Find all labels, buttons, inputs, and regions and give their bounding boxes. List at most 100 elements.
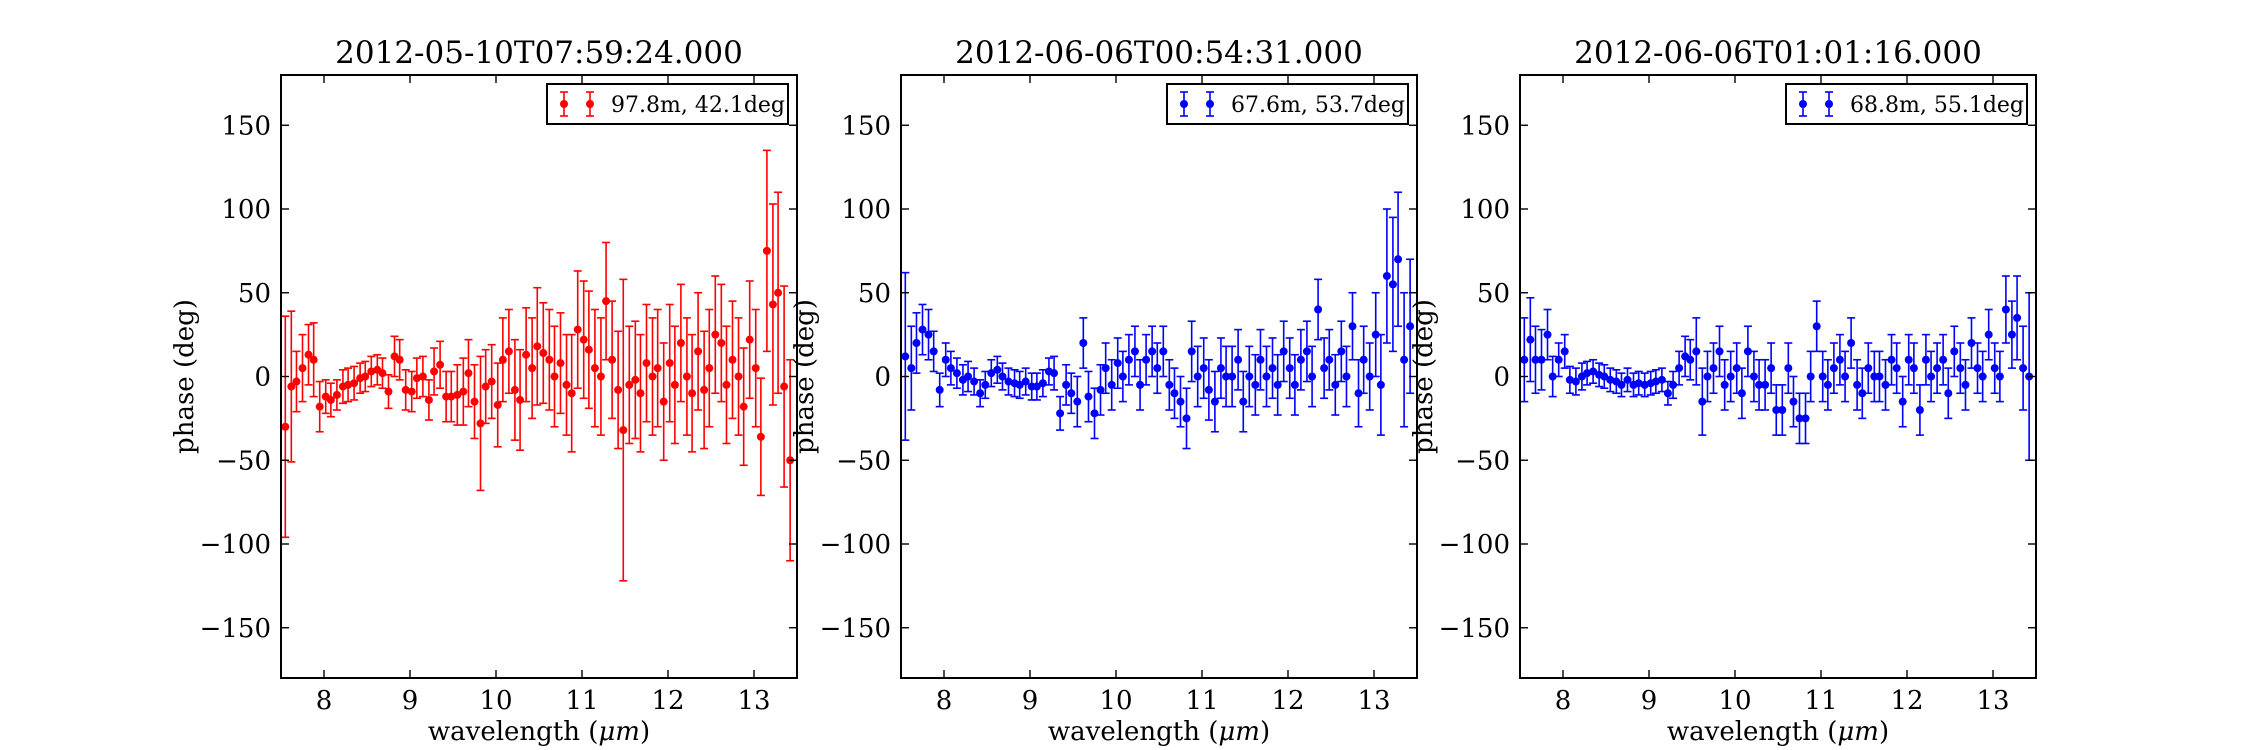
data-point xyxy=(567,389,576,398)
x-axis-label: wavelength (μm) xyxy=(1667,717,1889,747)
data-point xyxy=(688,389,697,398)
data-point xyxy=(424,395,433,404)
data-point xyxy=(447,392,456,401)
data-point xyxy=(287,382,296,391)
data-point xyxy=(1548,372,1557,381)
data-point xyxy=(1537,355,1546,364)
y-tick-label: 100 xyxy=(1460,195,1510,225)
data-point xyxy=(1554,355,1563,364)
data-point xyxy=(1308,372,1317,381)
data-point xyxy=(1193,372,1202,381)
data-point xyxy=(768,300,777,309)
data-point xyxy=(436,360,445,369)
x-tick-label: 11 xyxy=(1804,686,1837,716)
data-point xyxy=(1204,385,1213,394)
data-point xyxy=(739,402,748,411)
y-tick-label: −50 xyxy=(216,446,271,476)
data-point xyxy=(418,372,427,381)
y-tick-label: −100 xyxy=(200,530,271,560)
data-point xyxy=(1743,347,1752,356)
data-point xyxy=(1170,389,1179,398)
data-point xyxy=(1199,364,1208,373)
y-tick-label: 150 xyxy=(1460,111,1510,141)
data-point xyxy=(1806,372,1815,381)
data-point xyxy=(941,355,950,364)
data-point xyxy=(1858,389,1867,398)
data-point xyxy=(1829,364,1838,373)
data-point xyxy=(350,379,359,388)
data-point xyxy=(1767,364,1776,373)
data-point xyxy=(1314,305,1323,314)
x-tick-label: 13 xyxy=(1357,686,1390,716)
data-point xyxy=(1359,355,1368,364)
y-axis-label: phase (deg) xyxy=(790,299,820,454)
data-point xyxy=(1067,389,1076,398)
data-point xyxy=(1159,347,1168,356)
data-point xyxy=(579,335,588,344)
data-point xyxy=(728,355,737,364)
data-point xyxy=(1256,355,1265,364)
y-tick-label: −150 xyxy=(200,614,271,644)
data-point xyxy=(1371,330,1380,339)
data-point xyxy=(1939,355,1948,364)
data-point xyxy=(1107,380,1116,389)
data-point xyxy=(648,372,657,381)
data-point xyxy=(705,364,714,373)
data-point xyxy=(292,377,301,386)
data-point xyxy=(556,359,565,368)
data-point xyxy=(281,422,290,431)
x-tick-label: 9 xyxy=(1022,686,1039,716)
data-point xyxy=(1279,347,1288,356)
data-point xyxy=(573,325,582,334)
data-point xyxy=(1354,389,1363,398)
data-point xyxy=(464,369,473,378)
data-point xyxy=(1296,355,1305,364)
data-point xyxy=(1944,389,1953,398)
chart-panel-3: 2012-06-06T01:01:16.000 8 9 10 11 12 13 −150 −10… xyxy=(1409,35,2037,747)
data-point xyxy=(1073,397,1082,406)
data-point xyxy=(1571,377,1580,386)
data-point xyxy=(1749,372,1758,381)
data-point xyxy=(1210,397,1219,406)
data-point xyxy=(1096,385,1105,394)
data-point xyxy=(1755,380,1764,389)
data-point xyxy=(1686,355,1695,364)
data-point xyxy=(1778,406,1787,414)
x-tick-label: 9 xyxy=(1641,686,1658,716)
data-point xyxy=(653,364,662,373)
data-point xyxy=(614,385,623,394)
y-tick-label: 0 xyxy=(254,363,271,393)
data-point xyxy=(1565,375,1574,384)
data-point xyxy=(1841,372,1850,381)
data-point xyxy=(1835,355,1844,364)
data-point xyxy=(407,387,416,396)
data-point xyxy=(665,359,674,368)
y-tick-label: −100 xyxy=(820,530,891,560)
data-point xyxy=(1394,255,1403,264)
data-point xyxy=(1365,372,1374,381)
data-point xyxy=(562,380,571,389)
y-tick-label: −50 xyxy=(1455,446,1510,476)
data-point xyxy=(504,347,513,356)
data-point xyxy=(430,367,439,376)
data-point xyxy=(1795,414,1804,423)
data-point xyxy=(1038,379,1047,388)
y-tick-label: −150 xyxy=(820,614,891,644)
data-point xyxy=(1640,380,1649,389)
legend: 68.8m, 55.1deg xyxy=(1785,83,2028,125)
data-point xyxy=(1079,339,1088,347)
legend-marker xyxy=(560,100,568,108)
data-point xyxy=(1148,347,1157,356)
data-point xyxy=(1634,379,1643,388)
data-point xyxy=(401,385,410,394)
data-point xyxy=(1228,372,1237,381)
data-point xyxy=(1589,367,1598,376)
data-point xyxy=(2007,330,2016,339)
data-point xyxy=(1101,364,1110,373)
data-point xyxy=(774,288,783,297)
data-point xyxy=(1285,364,1294,373)
data-point xyxy=(1732,364,1741,373)
data-point xyxy=(395,355,404,364)
data-point xyxy=(1887,355,1896,364)
data-point xyxy=(1892,364,1901,373)
